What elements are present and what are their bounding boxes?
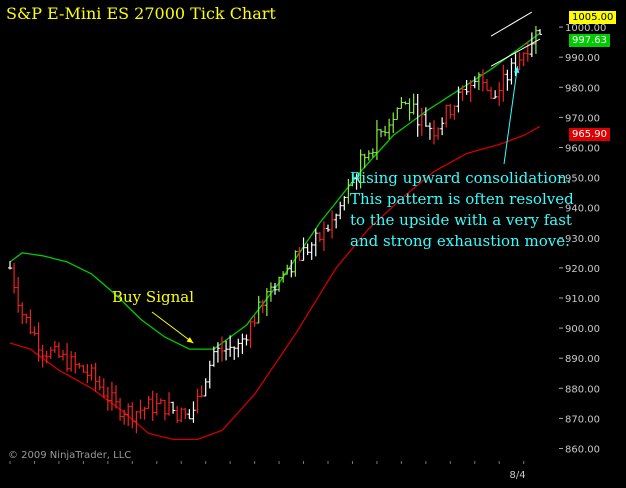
buy-signal-arrow-head [186,337,194,344]
lower-channel-line [490,38,541,67]
y-tick-label: 990.00 [565,53,600,64]
annotation-arrow-head [513,66,520,73]
last-price-tag: 1005.00 [569,11,617,24]
y-tick-label: 910.00 [565,294,600,305]
y-tick-label: 870.00 [565,414,600,425]
y-tick-label: 880.00 [565,384,600,395]
y-tick-label: 950.00 [565,174,600,185]
y-tick-label: 860.00 [565,444,600,455]
slow-ma-line [9,125,541,441]
annotation-line: This pattern is often resolved [350,190,574,208]
y-tick-label: 1000.00 [565,23,606,34]
y-tick-label: 970.00 [565,113,600,124]
y-tick-label: 980.00 [565,83,600,94]
chart-title: S&P E-Mini ES 27000 Tick Chart [6,4,276,23]
y-tick-label: 930.00 [565,234,600,245]
copyright-text: © 2009 NinjaTrader, LLC [8,450,132,461]
annotation-arrow [503,66,519,165]
x-tick-label: 8/4 [510,470,526,481]
y-tick-label: 960.00 [565,143,600,154]
fast-ma-price-tag: 997.63 [569,34,610,47]
y-tick-label: 890.00 [565,354,600,365]
slow-ma-price-tag: 965.90 [569,128,610,141]
annotation-text: Rising upward consolidation. This patter… [350,168,574,252]
annotation-line: Rising upward consolidation. [350,169,572,187]
upper-channel-line [490,11,533,37]
buy-signal-arrow [151,311,194,344]
y-tick-label: 920.00 [565,264,600,275]
buy-signal-label: Buy Signal [112,288,195,306]
annotation-line: to the upside with a very fast [350,211,572,229]
y-tick-label: 940.00 [565,204,600,215]
annotation-line: and strong exhaustion move. [350,232,570,250]
y-tick-label: 900.00 [565,324,600,335]
